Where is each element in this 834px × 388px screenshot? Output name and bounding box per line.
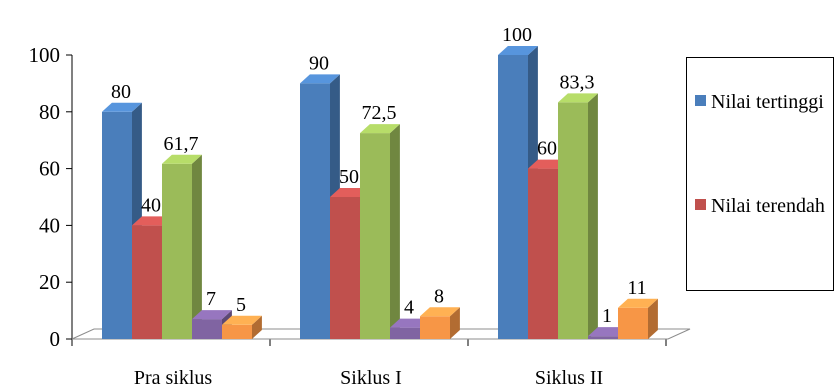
data-label: 7 <box>206 288 216 310</box>
legend-swatch <box>695 199 706 210</box>
data-label: 72,5 <box>362 102 397 124</box>
data-label: 1 <box>602 305 612 327</box>
y-tick-label: 60 <box>39 157 60 181</box>
data-label: 60 <box>537 138 557 160</box>
chart-legend: Nilai tertinggi Nilai terendah <box>686 57 834 291</box>
legend-item-nilai-tertinggi: Nilai tertinggi <box>695 88 829 116</box>
bar <box>558 93 598 339</box>
y-tick-label: 20 <box>39 270 60 294</box>
bar <box>222 315 262 339</box>
bar <box>420 307 460 339</box>
data-label: 5 <box>236 294 246 316</box>
data-label: 50 <box>339 166 359 188</box>
data-label: 11 <box>627 277 646 299</box>
x-tick-label: Siklus II <box>535 367 603 388</box>
y-tick-label: 80 <box>39 100 60 124</box>
y-tick-label: 40 <box>39 213 60 237</box>
legend-label: Nilai terendah <box>711 195 825 217</box>
data-label: 8 <box>434 285 444 307</box>
data-label: 40 <box>141 194 161 216</box>
data-label: 83,3 <box>560 71 595 93</box>
data-label: 90 <box>309 52 329 74</box>
legend-label: Nilai tertinggi <box>711 91 824 113</box>
x-tick-label: Siklus I <box>340 367 402 388</box>
data-label: 100 <box>502 24 532 46</box>
x-tick-label: Pra siklus <box>134 367 213 388</box>
legend-item-nilai-terendah: Nilai terendah <box>695 192 829 220</box>
bar <box>360 124 400 339</box>
data-label: 4 <box>404 297 414 319</box>
chart-bars <box>102 46 658 340</box>
y-tick-label: 0 <box>50 327 61 351</box>
bar <box>162 154 202 339</box>
bar <box>618 298 658 339</box>
axis-tick-labels: 0 20 40 60 80 100 Pra siklus Siklus I Siklus II <box>29 43 604 388</box>
data-label: 61,7 <box>164 133 199 155</box>
data-label: 80 <box>111 81 131 103</box>
y-tick-label: 100 <box>29 43 61 67</box>
legend-swatch <box>695 95 706 106</box>
